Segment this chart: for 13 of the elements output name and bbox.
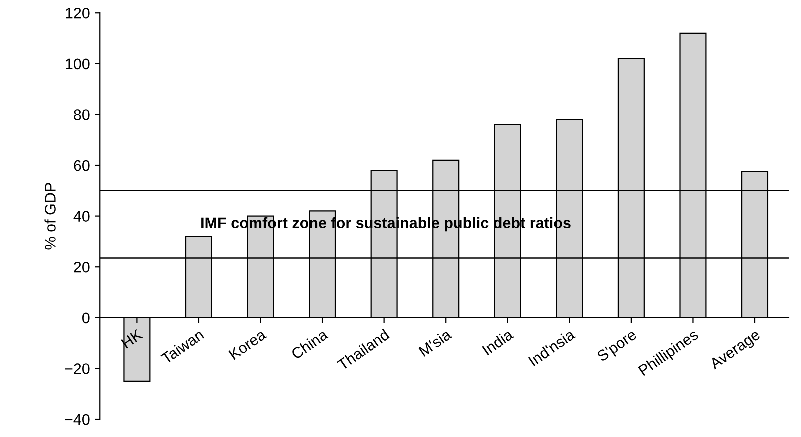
- x-tick-label: HK: [121, 328, 144, 349]
- y-tick-label: 0: [82, 312, 90, 324]
- y-tick-label: 40: [74, 211, 90, 222]
- y-tick-label: 60: [74, 160, 90, 172]
- y-tick-label: 100: [66, 58, 90, 70]
- y-tick-label: −20: [65, 364, 90, 374]
- y-axis-title: % of GDP: [44, 183, 56, 250]
- y-tick-label: −40: [65, 414, 90, 426]
- x-tick-label: India: [482, 328, 514, 356]
- y-tick-label: 120: [66, 8, 90, 19]
- x-tick-label: M'sia: [418, 328, 453, 357]
- y-tick-label: 20: [74, 262, 90, 273]
- y-tick-label: 80: [74, 110, 90, 120]
